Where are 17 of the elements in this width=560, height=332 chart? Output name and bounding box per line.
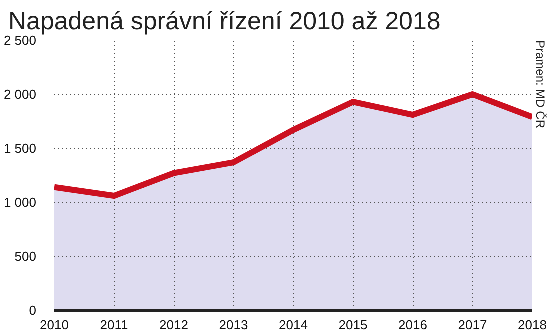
- x-tick-label: 2011: [100, 318, 128, 332]
- chart-title: Napadená správní řízení 2010 až 2018: [8, 8, 441, 36]
- x-tick-label: 2013: [219, 318, 248, 332]
- x-tick-label: 2012: [160, 318, 188, 332]
- y-tick-label: 2 000: [4, 87, 37, 102]
- x-tick-label: 2015: [338, 318, 368, 332]
- y-tick-label: 1 500: [4, 141, 37, 156]
- x-tick-label: 2010: [40, 318, 69, 332]
- x-tick-label: 2018: [518, 318, 547, 332]
- x-tick-label: 2016: [398, 318, 428, 332]
- y-tick-label: 0: [29, 303, 37, 318]
- y-tick-label: 500: [14, 249, 37, 264]
- y-tick-label: 2 500: [4, 33, 37, 48]
- x-tick-label: 2014: [279, 318, 308, 332]
- x-tick-label: 2017: [458, 318, 488, 332]
- y-tick-label: 1 000: [4, 195, 37, 210]
- text: Pramen: MD ČR: [534, 40, 548, 129]
